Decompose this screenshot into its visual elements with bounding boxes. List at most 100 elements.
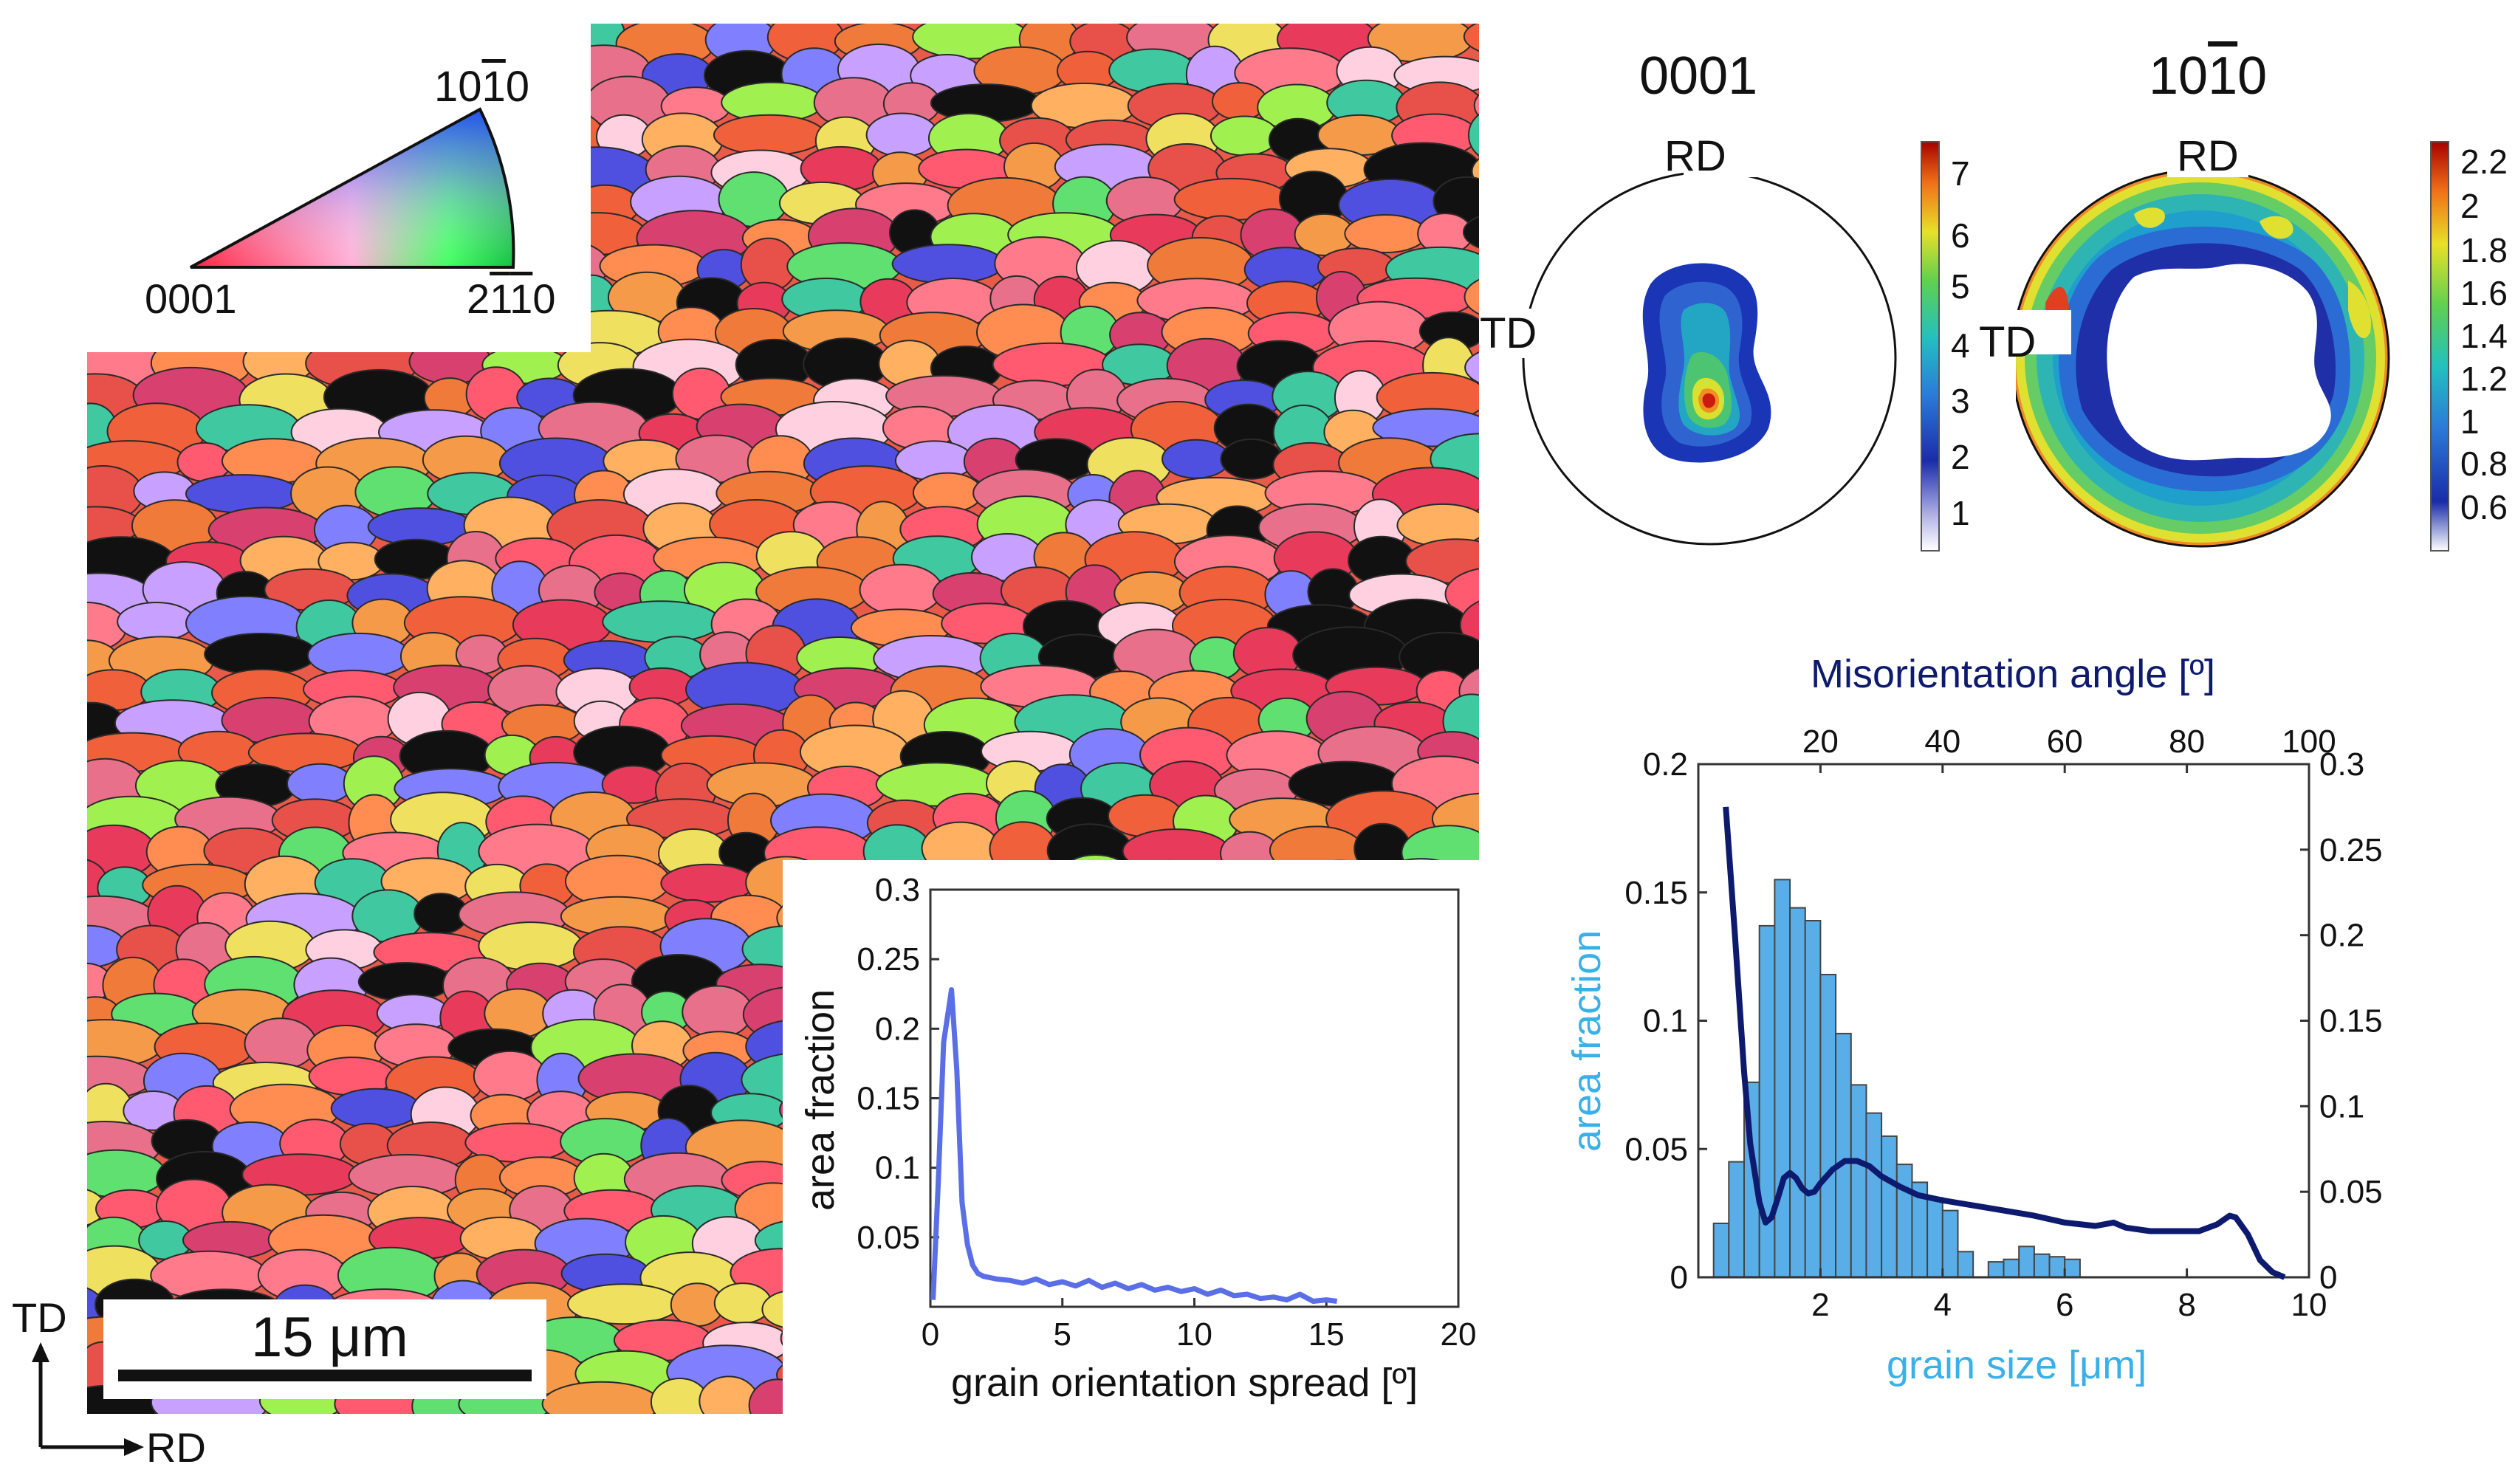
- grain: [682, 985, 753, 1039]
- gos-x-tick-label: 15: [1308, 1316, 1345, 1353]
- grain: [272, 313, 347, 353]
- gos-y-tick-label: 0.1: [875, 1150, 920, 1186]
- gos-y-tick-label: 0.2: [875, 1011, 920, 1047]
- grain: [1473, 80, 1479, 130]
- grain: [262, 118, 343, 163]
- grain: [1471, 146, 1479, 197]
- gs-bar: [2033, 1253, 2051, 1279]
- grain: [325, 24, 400, 62]
- grain: [1162, 439, 1231, 479]
- gs-bar: [1819, 974, 1837, 1278]
- gs-y-axis-label: area fraction: [1565, 930, 1609, 1152]
- pf2-cb-tick-1.2: 1.2: [2460, 360, 2508, 398]
- gs-x-tick-label: 2: [1811, 1287, 1829, 1323]
- grain: [865, 112, 939, 157]
- grain: [318, 83, 384, 128]
- misorientation-series-line: [1723, 806, 2286, 1280]
- ipf-corner-0001: 0001: [145, 275, 237, 322]
- pf1-rd-label: RD: [1664, 132, 1726, 180]
- gos-frame: [929, 888, 1460, 1308]
- gos-y-axis-label: area fraction: [798, 989, 843, 1211]
- grain: [148, 83, 252, 128]
- gs-x-axis-label: grain size [μm]: [1887, 1343, 2147, 1387]
- pf2-title: 1010: [2149, 47, 2268, 106]
- gos-x-tick-label: 5: [1054, 1316, 1071, 1353]
- grain: [1459, 596, 1479, 653]
- pf1-cb-tick-4: 4: [1951, 326, 1970, 365]
- pf1-cb-tick-1: 1: [1951, 494, 1970, 532]
- grain: [116, 175, 196, 223]
- gs-y-tick-label: 0.2: [1643, 746, 1688, 783]
- pole-figure-10-10: [2016, 133, 2390, 548]
- gs-bar: [2003, 1258, 2020, 1279]
- grain: [242, 53, 341, 99]
- pf2-cb-tick-1.6: 1.6: [2460, 274, 2508, 312]
- gs-bar: [1987, 1261, 2005, 1278]
- gs-y-tick-label: 0.1: [1643, 1003, 1688, 1040]
- gs-bar: [1835, 1032, 1852, 1278]
- gs-bar: [1728, 1161, 1746, 1278]
- gs-right-tick-label: 0.1: [2319, 1088, 2364, 1124]
- gos-chart: 0 5 10 15 20 0.05 0.1 0.15 0.2 0.25 0.3: [857, 872, 1476, 1353]
- gs-bar: [2018, 1246, 2035, 1278]
- ipf-corner-10-10: 1010: [434, 63, 530, 111]
- gs-right-tick-label: 0.15: [2319, 1003, 2383, 1040]
- grain: [87, 180, 127, 232]
- pf2-cb-tick-0.8: 0.8: [2460, 444, 2508, 483]
- pf1-cb-tick-7: 7: [1951, 154, 1970, 193]
- gs-bar: [1850, 1084, 1867, 1279]
- pf1-cb-tick-6: 6: [1951, 216, 1970, 255]
- gs-bar: [1789, 907, 1806, 1278]
- pf1-colorbar: [1921, 141, 1940, 552]
- gos-y-tick-label: 0.15: [857, 1081, 920, 1117]
- pf2-cb-tick-0.6: 0.6: [2460, 488, 2508, 526]
- pf1-cb-tick-2: 2: [1951, 438, 1970, 476]
- grain: [87, 205, 179, 259]
- grain: [445, 24, 518, 69]
- scale-bar-label: 15 μm: [251, 1306, 408, 1369]
- grain: [1220, 438, 1283, 480]
- grain: [87, 924, 127, 969]
- gs-right-tick-label: 0.25: [2319, 832, 2383, 868]
- gs-right-tick-label: 0.05: [2319, 1174, 2383, 1210]
- grain: [1463, 24, 1479, 58]
- ipf-color-key: [190, 107, 515, 269]
- gs-bar: [1804, 920, 1822, 1278]
- gs-right-tick-label: 0.3: [2319, 746, 2364, 783]
- grain: [87, 249, 148, 292]
- gos-inset-background: [783, 860, 1479, 1414]
- grain: [87, 140, 124, 197]
- gs-bar: [1712, 1223, 1730, 1278]
- grain: [117, 602, 196, 642]
- grain: [244, 1017, 318, 1071]
- gs-top-tick-label: 20: [1802, 724, 1839, 760]
- axes-indicator-arrows: [32, 1342, 144, 1456]
- gos-x-tick-label: 10: [1176, 1316, 1212, 1353]
- pf2-cb-tick-1: 1: [2460, 402, 2480, 441]
- grain: [271, 24, 336, 59]
- grain: [185, 180, 289, 222]
- gos-series-line: [930, 987, 1338, 1304]
- gos-y-tick-label: 0.05: [857, 1220, 920, 1256]
- pf2-cb-tick-2.2: 2.2: [2460, 142, 2508, 181]
- gs-bar: [1895, 1164, 1913, 1278]
- grain: [87, 24, 188, 65]
- grain: [515, 175, 581, 227]
- gs-x-tick-label: 10: [2291, 1287, 2327, 1323]
- gs-bar: [1926, 1197, 1943, 1278]
- gs-bar: [1774, 879, 1791, 1278]
- gs-top-tick-label: 100: [2282, 724, 2336, 760]
- grain: [87, 1149, 167, 1198]
- gos-y-tick-label: 0.25: [857, 941, 920, 978]
- gos-x-tick-label: 0: [922, 1316, 939, 1353]
- grain: [713, 1282, 772, 1325]
- grain: [113, 148, 207, 187]
- grain: [336, 309, 449, 351]
- gs-y-tick-label: 0.15: [1624, 875, 1688, 911]
- grain: [1468, 109, 1479, 162]
- pf1-title: 0001: [1639, 47, 1758, 106]
- grain: [1344, 214, 1428, 253]
